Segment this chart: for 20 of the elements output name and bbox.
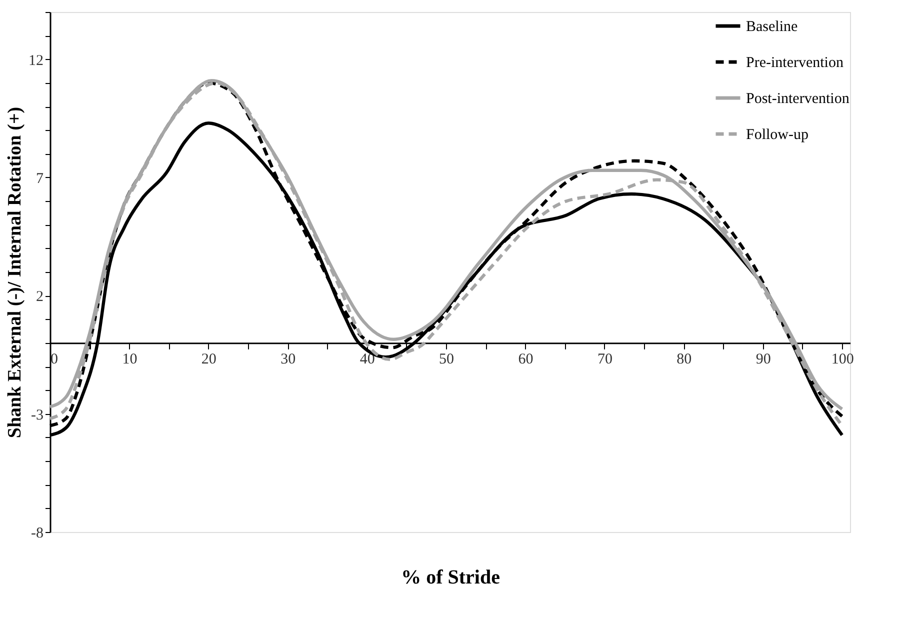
x-tick-label: 70 (597, 351, 612, 368)
legend-label: Follow-up (746, 127, 809, 143)
x-tick-label: 90 (756, 351, 771, 368)
y-axis-title: Shank External (-)/ Internal Rotation (+) (4, 106, 26, 438)
x-tick-label: 60 (518, 351, 534, 368)
x-tick-label: 10 (122, 351, 138, 368)
x-axis-title: % of Stride (401, 566, 500, 588)
x-tick-label: 100 (831, 351, 854, 368)
y-tick-label: -3 (31, 407, 44, 424)
x-tick-label: 80 (676, 351, 692, 368)
legend-label: Pre-intervention (746, 55, 844, 71)
y-tick-label: 12 (28, 52, 44, 69)
y-tick-label: 2 (36, 289, 44, 306)
x-tick-label: 30 (280, 351, 296, 368)
legend-label: Baseline (746, 19, 798, 35)
x-tick-label: 20 (201, 351, 216, 368)
y-tick-label: -8 (31, 526, 44, 542)
legend-label: Post-intervention (746, 91, 850, 107)
x-tick-label: 50 (439, 351, 454, 368)
y-tick-label: 7 (36, 170, 44, 187)
